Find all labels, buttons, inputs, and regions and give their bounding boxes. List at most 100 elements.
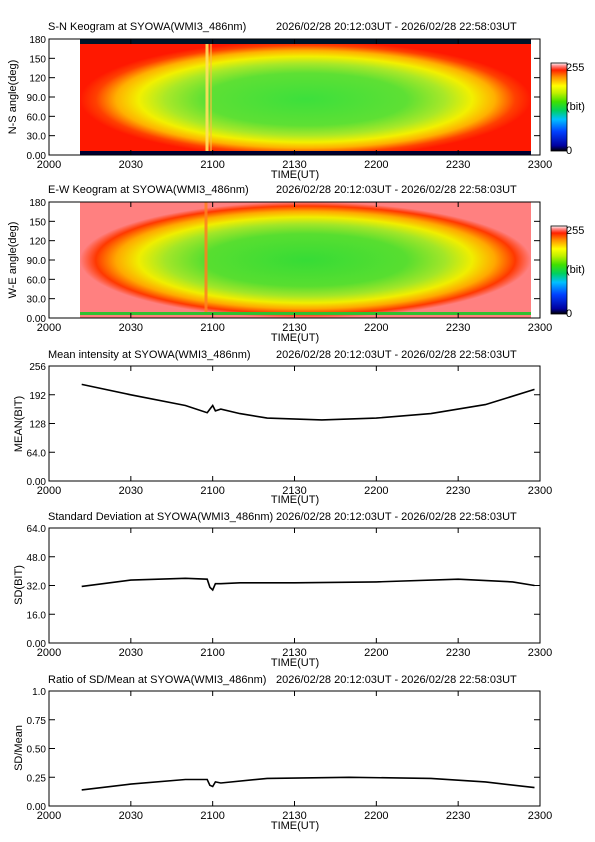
y-tick-label: 0.75 <box>27 716 47 727</box>
plot-frame <box>48 690 541 807</box>
x-tick-label: 2030 <box>119 322 143 334</box>
y-ticks: 0.00 30.0 60.0 90.0 120 150 180 <box>27 198 540 325</box>
plot-frame <box>48 365 541 482</box>
x-tick-label: 2130 <box>282 810 306 822</box>
y-tick-label: 0.25 <box>27 773 47 784</box>
x-tick-label: 2200 <box>364 485 388 497</box>
panel-title: Standard Deviation at SYOWA(WMI3_486nm) <box>48 511 273 523</box>
y-tick-label: 30.0 <box>27 132 47 143</box>
y-tick-label: 1.0 <box>32 687 46 698</box>
panel-title: Mean intensity at SYOWA(WMI3_486nm) <box>48 349 251 361</box>
y-axis-label: N-S angle(deg) <box>7 60 19 135</box>
y-tick-label: 180 <box>29 35 46 46</box>
y-tick-label: 192 <box>29 391 46 402</box>
x-tick-label: 2230 <box>446 810 470 822</box>
keogram-bottom-band <box>80 312 531 315</box>
y-tick-label: 60.0 <box>27 275 47 286</box>
y-axis-label: SD/Mean <box>13 725 25 771</box>
y-tick-label: 90.0 <box>27 93 47 104</box>
x-tick-label: 2300 <box>528 485 552 497</box>
y-tick-label: 128 <box>29 420 46 431</box>
sd-mean-ratio-panel: Ratio of SD/Mean at SYOWA(WMI3_486nm) 20… <box>13 674 552 832</box>
mean-series-line <box>81 383 535 421</box>
time-range-label: 2026/02/28 20:12:03UT - 2026/02/28 22:58… <box>276 21 517 33</box>
x-tick-label: 2100 <box>200 810 224 822</box>
x-tick-label: 2000 <box>37 647 61 659</box>
x-tick-label: 2300 <box>528 159 552 171</box>
y-tick-label: 0.00 <box>27 151 47 162</box>
y-tick-label: 0.00 <box>27 314 47 325</box>
y-tick-label: 0.00 <box>27 639 47 650</box>
x-tick-label: 2100 <box>200 647 224 659</box>
x-axis-label: TIME(UT) <box>271 657 319 669</box>
y-tick-label: 150 <box>29 54 46 65</box>
x-axis-label: TIME(UT) <box>271 169 319 181</box>
colorbar <box>550 62 568 152</box>
y-tick-label: 120 <box>29 237 46 248</box>
y-ticks: 0.00 30.0 60.0 90.0 120 150 180 <box>27 35 540 162</box>
colorbar <box>550 225 568 315</box>
x-tick-label: 2100 <box>200 159 224 171</box>
x-tick-label: 2030 <box>119 810 143 822</box>
x-ticks: 2000 2030 2100 2130 2200 2230 2300 <box>37 39 552 171</box>
y-tick-label: 30.0 <box>27 295 47 306</box>
x-ticks: 2000 2030 2100 2130 2200 2230 2300 <box>37 202 552 334</box>
sd-series-line <box>81 577 535 592</box>
colorbar-min-label: 0 <box>566 145 572 157</box>
std-deviation-panel: Standard Deviation at SYOWA(WMI3_486nm) … <box>13 511 552 669</box>
x-tick-label: 2100 <box>200 322 224 334</box>
x-axis-label: TIME(UT) <box>271 332 319 344</box>
y-tick-label: 0.00 <box>27 802 47 813</box>
y-tick-label: 64.0 <box>27 448 47 459</box>
y-axis-label: SD(BIT) <box>13 565 25 605</box>
x-tick-label: 2300 <box>528 322 552 334</box>
keogram-image <box>80 202 531 318</box>
x-tick-label: 2030 <box>119 159 143 171</box>
x-tick-label: 2300 <box>528 647 552 659</box>
x-tick-label: 2000 <box>37 159 61 171</box>
x-tick-label: 2230 <box>446 485 470 497</box>
ratio-series-line <box>81 776 535 791</box>
y-tick-label: 0.50 <box>27 745 47 756</box>
x-tick-label: 2200 <box>364 810 388 822</box>
y-tick-label: 0.00 <box>27 477 47 488</box>
x-tick-label: 2200 <box>364 647 388 659</box>
y-tick-label: 180 <box>29 198 46 209</box>
x-axis-label: TIME(UT) <box>271 494 319 506</box>
y-tick-label: 64.0 <box>27 524 47 535</box>
y-ticks: 0.00 64.0 128 192 256 <box>27 362 540 488</box>
x-tick-label: 2030 <box>119 485 143 497</box>
x-tick-label: 2130 <box>282 322 306 334</box>
y-tick-label: 16.0 <box>27 610 47 621</box>
ew-keogram-panel: E-W Keogram at SYOWA(WMI3_486nm) 2026/02… <box>7 184 585 344</box>
time-range-label: 2026/02/28 20:12:03UT - 2026/02/28 22:58… <box>276 349 517 361</box>
keogram-top-band <box>80 39 531 44</box>
y-ticks: 0.00 0.25 0.50 0.75 1.0 <box>27 687 540 813</box>
y-tick-label: 32.0 <box>27 582 47 593</box>
x-ticks: 2000 2030 2100 2130 2200 2230 2300 <box>37 366 552 497</box>
y-axis-label: W-E angle(deg) <box>7 222 19 299</box>
x-ticks: 2000 2030 2100 2130 2200 2230 2300 <box>37 528 552 659</box>
y-tick-label: 60.0 <box>27 112 47 123</box>
x-tick-label: 2000 <box>37 322 61 334</box>
y-tick-label: 120 <box>29 74 46 85</box>
plot-frame <box>48 527 541 644</box>
x-tick-label: 2200 <box>364 322 388 334</box>
x-tick-label: 2000 <box>37 810 61 822</box>
panel-title: S-N Keogram at SYOWA(WMI3_486nm) <box>48 21 246 33</box>
colorbar-max-label: 255 <box>566 225 584 237</box>
y-ticks: 0.00 16.0 32.0 48.0 64.0 <box>27 524 540 650</box>
panel-title: E-W Keogram at SYOWA(WMI3_486nm) <box>48 184 249 196</box>
y-tick-label: 90.0 <box>27 256 47 267</box>
colorbar-min-label: 0 <box>566 308 572 320</box>
x-ticks: 2000 2030 2100 2130 2200 2230 2300 <box>37 691 552 822</box>
y-tick-label: 48.0 <box>27 553 47 564</box>
y-axis-label: MEAN(BIT) <box>13 396 25 452</box>
panel-title: Ratio of SD/Mean at SYOWA(WMI3_486nm) <box>48 674 266 686</box>
x-tick-label: 2200 <box>364 159 388 171</box>
x-tick-label: 2230 <box>446 159 470 171</box>
colorbar-unit-label: (bit) <box>566 264 585 276</box>
keogram-bottom-band <box>80 151 531 155</box>
x-tick-label: 2100 <box>200 485 224 497</box>
